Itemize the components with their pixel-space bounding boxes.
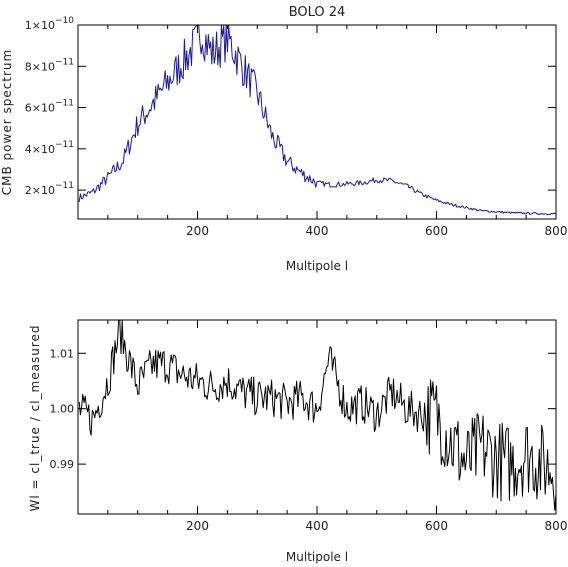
chart-bottom-ylabel: Wl = cl_true / cl_measured (28, 325, 42, 512)
y-tick-label: 1.01 (50, 347, 75, 360)
y-tick-label: 0.99 (50, 458, 75, 471)
x-tick-label: 400 (306, 224, 329, 238)
series-line (78, 319, 557, 511)
chart-top-title: BOLO 24 (289, 5, 346, 20)
x-tick-label: 400 (306, 519, 329, 533)
x-tick-label: 600 (425, 519, 448, 533)
y-tick-label: 1.00 (50, 403, 75, 416)
chart-bottom-plot-area: 200 400 600 800 0.99 1.00 1.01 (50, 319, 568, 533)
chart-top-plot-area: 200 400 600 800 2×10−11 4×10−11 6×10−11 8×10−11… (25, 16, 568, 238)
y-tick-label: 1×10−10 (25, 16, 74, 32)
x-tick-label: 200 (186, 519, 209, 533)
y-tick-label: 4×10−11 (25, 140, 74, 156)
chart-bottom: 200 400 600 800 0.99 1.00 1.01 Multipole l Wl … (28, 319, 568, 564)
x-tick-label: 200 (186, 224, 209, 238)
y-tick-label: 8×10−11 (25, 57, 74, 73)
y-tick-label: 6×10−11 (25, 99, 74, 115)
y-tick-label: 2×10−11 (25, 181, 74, 197)
chart-top: BOLO 24 200 400 600 800 2×10−11 4×10−11 6×10−1… (0, 5, 567, 273)
chart-top-ylabel: CMB power spectrum (0, 49, 14, 195)
chart-bottom-xlabel: Multipole l (286, 550, 348, 564)
x-tick-label: 800 (545, 519, 568, 533)
x-tick-label: 800 (545, 224, 568, 238)
series-line (78, 24, 557, 216)
chart-top-xlabel: Multipole l (286, 259, 348, 273)
x-tick-label: 600 (425, 224, 448, 238)
chart-bottom-frame (77, 319, 557, 515)
chart-top-frame (77, 24, 557, 220)
